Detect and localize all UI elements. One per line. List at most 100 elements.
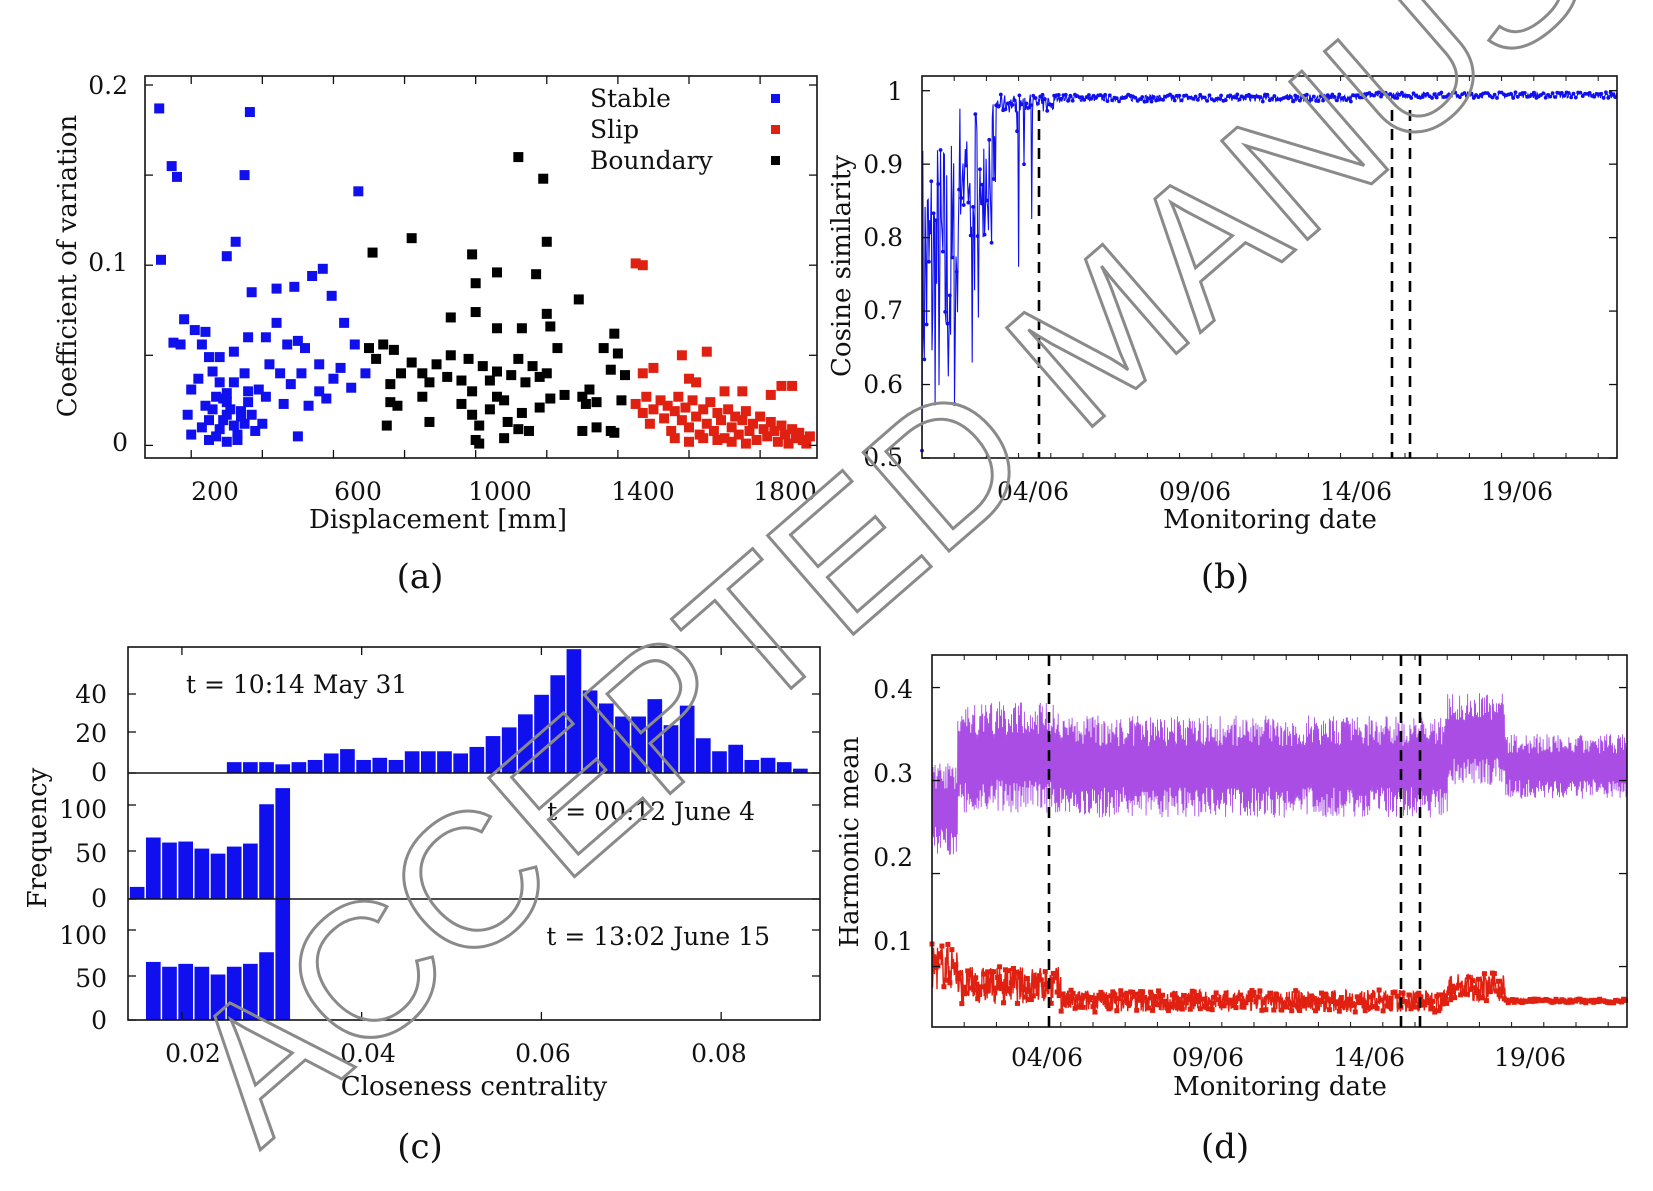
scatter-point-slip: [737, 415, 748, 426]
cosine-similarity-point: [1559, 91, 1564, 95]
cosine-similarity-point: [980, 182, 985, 187]
scatter-point-stable: [296, 368, 307, 379]
harmonic-mean-red-point: [1207, 999, 1213, 1005]
harmonic-mean-red-point: [1221, 1003, 1227, 1009]
scatter-point-boundary: [364, 343, 374, 354]
scatter-point-stable: [271, 283, 282, 294]
cosine-similarity-point: [1604, 90, 1608, 95]
d-ytick: 0.1: [873, 927, 913, 956]
cosine-similarity-point: [1321, 98, 1325, 103]
scatter-point-stable: [200, 400, 211, 411]
harmonic-mean-red-point: [1024, 976, 1030, 982]
scatter-point-boundary: [516, 323, 527, 334]
scatter-point-stable: [232, 434, 243, 445]
harmonic-mean-red-point: [1160, 992, 1166, 998]
scatter-point-slip: [669, 433, 680, 444]
cosine-similarity-point: [1265, 92, 1270, 97]
scatter-point-boundary: [477, 361, 488, 372]
cosine-similarity-point: [1010, 102, 1015, 107]
harmonic-mean-red-point: [1338, 995, 1344, 1001]
cosine-similarity-point: [1295, 94, 1300, 99]
cosine-similarity-point: [1464, 94, 1469, 98]
scatter-point-stable: [186, 429, 197, 440]
cosine-similarity-point: [1219, 93, 1223, 98]
harmonic-mean-red-point: [1293, 988, 1299, 994]
histogram-bar: [437, 751, 452, 773]
histogram-bar: [534, 694, 549, 773]
cosine-similarity-point: [1395, 96, 1400, 100]
cosine-similarity-point: [938, 148, 943, 152]
scatter-point-stable: [211, 391, 222, 402]
histogram-bar: [162, 966, 177, 1020]
scatter-point-stable: [182, 409, 193, 420]
panel-d-letter: (d): [1201, 1127, 1249, 1167]
harmonic-mean-red-point: [1108, 993, 1114, 999]
a-legend-stable: Stable: [590, 84, 671, 113]
a-xtick: 600: [334, 477, 382, 506]
scatter-point-slip: [691, 411, 702, 422]
harmonic-mean-red-point: [959, 1001, 965, 1007]
harmonic-mean-red-point: [1179, 1006, 1185, 1012]
harmonic-mean-red-point: [1088, 995, 1094, 1001]
harmonic-mean-red-point: [1124, 990, 1130, 996]
harmonic-mean-red-point: [1311, 996, 1317, 1002]
harmonic-mean-red-point: [965, 968, 971, 974]
harmonic-mean-red-point: [1154, 1002, 1160, 1008]
cosine-similarity-point: [966, 200, 971, 205]
b-ylabel: Cosine similarity: [827, 155, 857, 377]
harmonic-mean-red-point: [1404, 1000, 1410, 1006]
harmonic-mean-red-point: [931, 954, 937, 960]
scatter-point-boundary: [534, 371, 545, 382]
harmonic-mean-red-point: [1444, 1000, 1450, 1006]
cosine-similarity-point: [1332, 94, 1337, 99]
cosine-similarity-point: [1346, 96, 1351, 101]
scatter-point-stable: [154, 103, 165, 114]
histogram-bar: [340, 749, 355, 773]
scatter-point-stable: [214, 377, 225, 388]
histogram-bar: [323, 753, 339, 773]
cosine-similarity-point: [950, 255, 955, 260]
cosine-similarity-point: [957, 187, 961, 192]
harmonic-mean-red-point: [1313, 1008, 1319, 1014]
scatter-point-boundary: [545, 321, 556, 332]
cosine-similarity-point: [1409, 96, 1414, 100]
histogram-bar: [243, 762, 258, 773]
harmonic-mean-red-point: [1042, 969, 1048, 975]
a-xtick: 1000: [468, 477, 532, 506]
harmonic-mean-red-point: [1376, 987, 1382, 993]
cosine-similarity-point: [1304, 92, 1309, 97]
panel-c: t = 10:14 May 31 t = 00:12 June 4 t = 13…: [23, 646, 821, 1167]
harmonic-mean-red-point: [1493, 988, 1499, 994]
scatter-point-stable: [253, 384, 264, 395]
a-legend-slip-swatch: [771, 125, 780, 134]
cosine-similarity-point: [1469, 91, 1474, 96]
harmonic-mean-red-point: [1038, 977, 1044, 983]
scatter-point-stable: [321, 393, 332, 404]
cosine-similarity-point: [1569, 95, 1574, 100]
scatter-point-boundary: [499, 433, 510, 444]
harmonic-mean-red-point: [1044, 983, 1050, 989]
cosine-similarity-point: [945, 321, 950, 326]
scatter-point-boundary: [417, 391, 428, 402]
scatter-point-boundary: [406, 357, 417, 368]
cosine-similarity-point: [1202, 95, 1207, 100]
scatter-point-stable: [317, 263, 328, 274]
panel-a-letter: (a): [397, 557, 444, 597]
harmonic-mean-red-point: [1175, 996, 1181, 1002]
histogram-bar: [744, 759, 760, 773]
harmonic-mean-red-point: [1289, 1008, 1295, 1014]
cosine-similarity-point: [1082, 97, 1087, 102]
c-annotation-bot: t = 13:02 June 15: [546, 922, 770, 951]
harmonic-mean-red-point: [1007, 986, 1013, 992]
scatter-point-stable: [260, 391, 271, 402]
scatter-point-slip: [630, 398, 641, 409]
histogram-bar: [178, 963, 194, 1020]
panel-c-letter: (c): [397, 1127, 443, 1167]
harmonic-mean-red-point: [1281, 1001, 1287, 1007]
harmonic-mean-red-point: [1326, 1007, 1332, 1013]
cosine-similarity-point: [1272, 94, 1277, 98]
harmonic-mean-red-point: [1132, 991, 1138, 997]
harmonic-mean-red-point: [1199, 996, 1205, 1002]
histogram-bar: [663, 725, 679, 773]
harmonic-mean-red-point: [1386, 998, 1392, 1004]
